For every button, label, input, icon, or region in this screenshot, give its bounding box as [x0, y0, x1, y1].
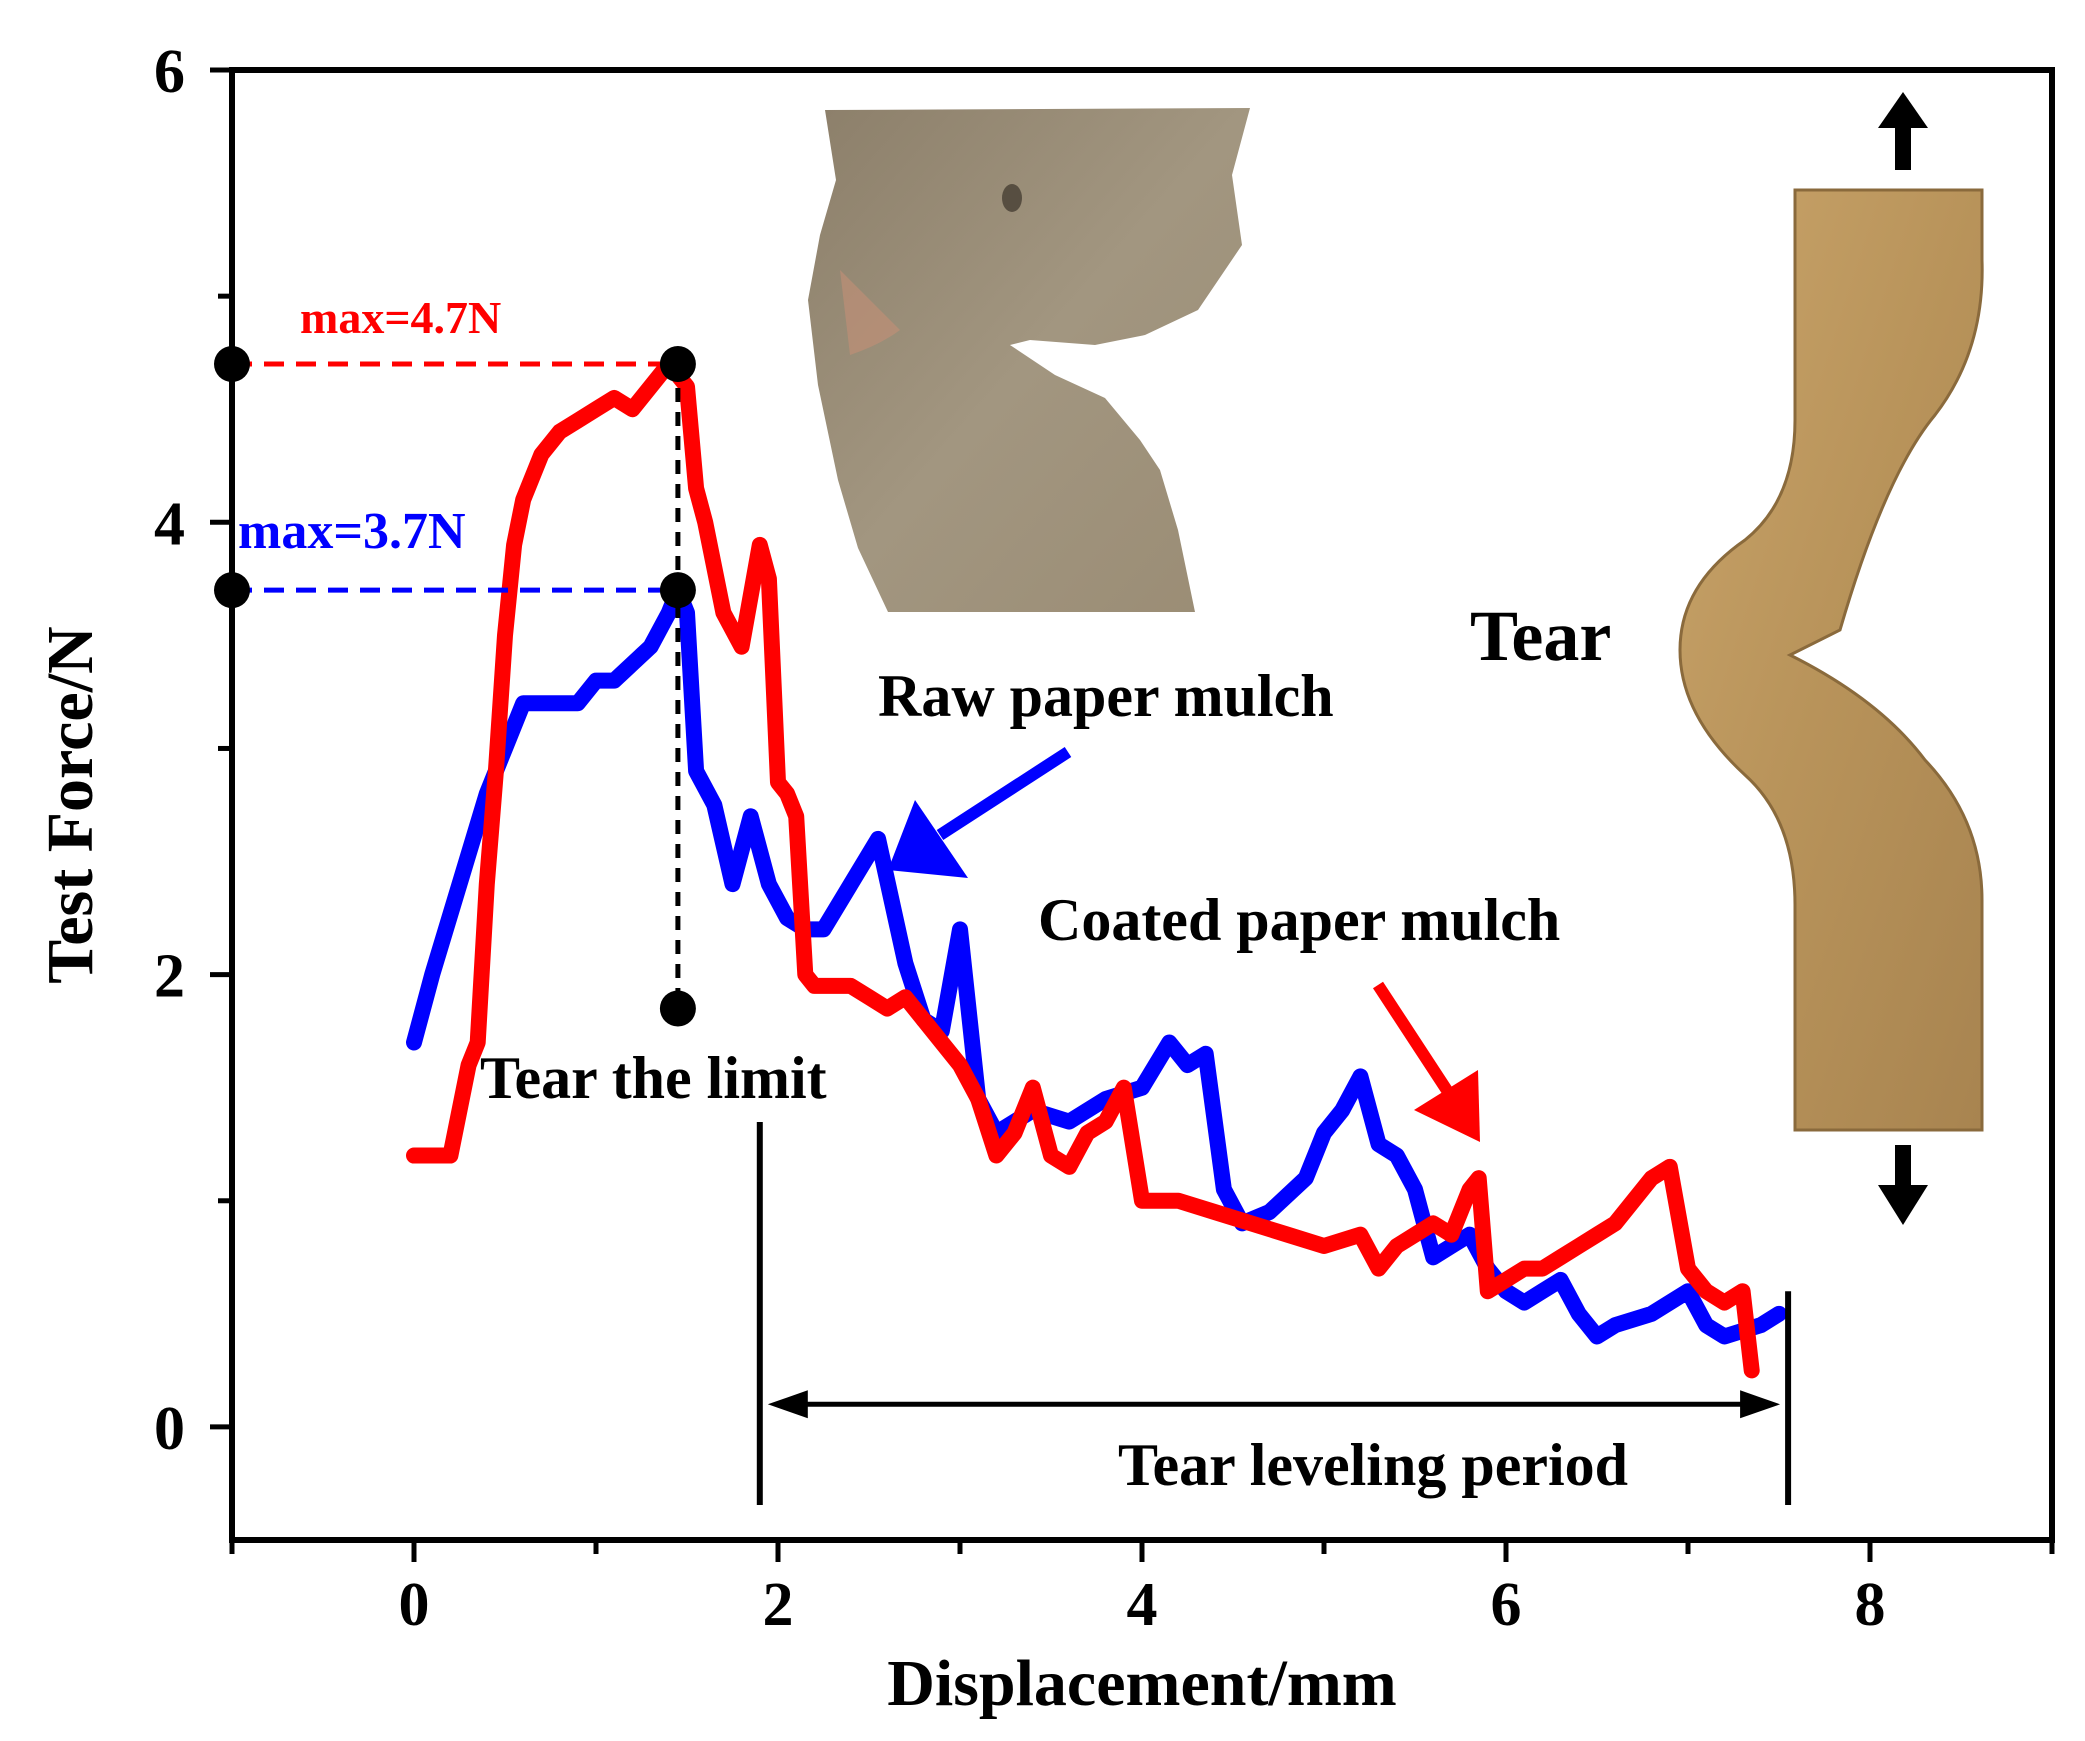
- y-axis-ticks: [210, 67, 232, 1430]
- series-line-raw-paper-mulch: [406, 582, 1787, 1345]
- torn-specimen-photo: [808, 108, 1250, 612]
- x-axis-title: Displacement/mm: [887, 1647, 1397, 1720]
- x-axis-ticks: [229, 1540, 2055, 1562]
- y-tick-label-2: 2: [154, 943, 185, 1011]
- series-line-coated-paper-mulch: [406, 356, 1760, 1379]
- tear-strip-photo: [1678, 188, 1984, 1132]
- x-tick-label-4: 4: [1127, 1571, 1158, 1639]
- leveling-right-arrowhead-icon: [1740, 1390, 1781, 1419]
- y-tick-label-0: 0: [154, 1395, 185, 1463]
- tear-limit-label: Tear the limit: [480, 1045, 827, 1111]
- max-coated-axis-marker: [214, 346, 250, 382]
- max-raw-label: max=3.7N: [238, 503, 466, 560]
- x-tick-label-2: 2: [763, 1571, 794, 1639]
- leveling-left-arrowhead-icon: [767, 1390, 808, 1419]
- tear-limit-marker: [659, 990, 696, 1027]
- max-coated-peak-marker: [659, 346, 696, 382]
- x-tick-label-6: 6: [1491, 1571, 1522, 1639]
- y-axis-title: Test Force/N: [34, 626, 107, 983]
- tear-leveling-label: Tear leveling period: [1118, 1432, 1628, 1498]
- max-raw-axis-marker: [214, 572, 250, 609]
- raw-pointer-arrow-icon: [888, 746, 1072, 878]
- coated-pointer-arrow-icon: [1372, 981, 1480, 1142]
- y-tick-label-4: 4: [154, 490, 185, 558]
- tear-label: Tear: [1470, 596, 1611, 676]
- x-tick-label-8: 8: [1855, 1571, 1886, 1639]
- raw-paper-mulch-label: Raw paper mulch: [878, 663, 1334, 729]
- coated-paper-mulch-label: Coated paper mulch: [1038, 887, 1560, 953]
- y-tick-label-6: 6: [154, 38, 185, 106]
- tension-arrow-down-icon: [1878, 1145, 1928, 1225]
- tension-arrow-up-icon: [1878, 92, 1928, 170]
- x-tick-label-0: 0: [399, 1571, 430, 1639]
- max-coated-label: max=4.7N: [300, 292, 501, 343]
- max-raw-peak-marker: [659, 572, 696, 609]
